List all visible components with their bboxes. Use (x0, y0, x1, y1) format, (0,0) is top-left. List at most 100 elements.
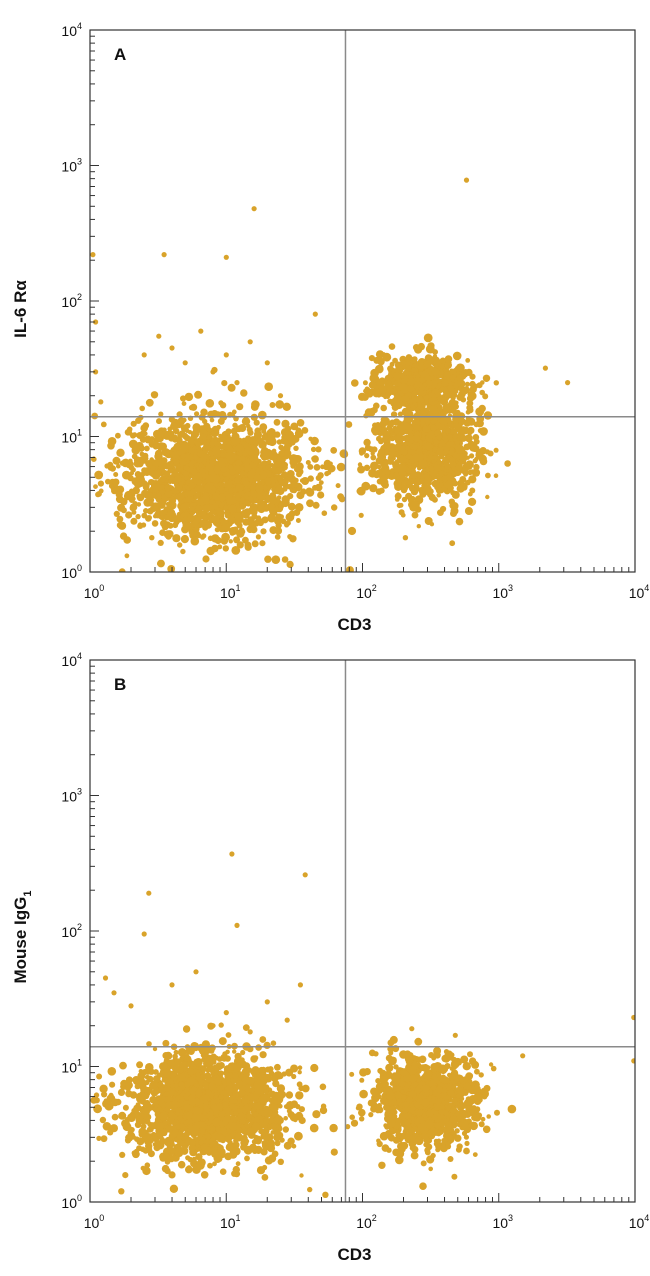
event-point (225, 451, 234, 461)
event-point (170, 1142, 175, 1147)
event-point (223, 505, 229, 511)
event-point (405, 437, 410, 443)
sparse-event-point (141, 352, 147, 358)
event-point (140, 424, 148, 432)
event-point (190, 488, 197, 495)
sparse-event-point (161, 252, 167, 258)
event-point (301, 477, 310, 485)
event-point (382, 352, 392, 362)
event-point (264, 555, 272, 563)
event-point (175, 1095, 181, 1100)
event-point (427, 342, 435, 350)
event-point (158, 1144, 164, 1149)
event-point (276, 484, 283, 491)
event-point (464, 1140, 470, 1146)
event-point (468, 391, 477, 401)
event-point (369, 484, 378, 493)
event-point (295, 518, 301, 523)
event-point (274, 461, 281, 468)
event-point (437, 382, 442, 387)
event-point (93, 484, 98, 489)
event-point (263, 1109, 272, 1118)
event-point (202, 555, 210, 563)
event-point (241, 1129, 247, 1135)
event-point (146, 1075, 154, 1083)
event-point (240, 455, 246, 462)
event-point (100, 421, 107, 428)
event-point (449, 540, 456, 547)
event-point (213, 465, 221, 473)
event-point (170, 1083, 176, 1089)
event-point (234, 512, 243, 521)
event-point (212, 448, 221, 457)
event-point (379, 478, 389, 487)
event-point (253, 1135, 263, 1145)
event-point (243, 508, 252, 516)
event-point (413, 482, 419, 488)
event-point (404, 365, 411, 372)
event-point (200, 453, 208, 461)
event-point (193, 1058, 200, 1065)
event-point (279, 1137, 285, 1143)
event-point (412, 444, 418, 451)
event-point (296, 1081, 303, 1088)
event-point (450, 392, 458, 399)
event-point (211, 1104, 217, 1110)
event-point (407, 432, 413, 438)
event-point (368, 1112, 374, 1118)
event-point (198, 462, 204, 468)
x-tick-label: 104 (629, 583, 650, 601)
event-point (248, 497, 254, 502)
event-point (234, 459, 243, 467)
event-point (149, 479, 156, 485)
event-point (201, 438, 207, 445)
event-point (254, 1145, 263, 1154)
event-point (261, 516, 269, 524)
event-point (116, 498, 122, 503)
event-point (274, 1140, 281, 1147)
event-point (373, 402, 380, 410)
sparse-event-point (264, 360, 270, 366)
event-point (167, 430, 175, 437)
event-point (283, 1104, 289, 1109)
event-point (173, 1147, 183, 1157)
event-point (159, 509, 166, 517)
event-point (479, 427, 488, 436)
event-point (276, 439, 283, 445)
event-point (401, 496, 408, 503)
event-point (301, 427, 309, 434)
event-point (105, 478, 111, 485)
event-point (136, 493, 145, 502)
event-point (195, 441, 202, 447)
event-point (274, 1115, 283, 1124)
event-point (145, 398, 154, 407)
event-point (229, 1103, 236, 1110)
event-point (375, 488, 383, 495)
event-point (109, 465, 117, 472)
event-point (244, 1123, 250, 1128)
sparse-event-point (542, 365, 549, 371)
event-point (493, 380, 499, 386)
event-point (130, 517, 138, 525)
event-point (207, 427, 212, 433)
event-point (459, 482, 468, 491)
sparse-event-point (98, 399, 104, 405)
event-point (207, 1162, 213, 1169)
event-point (90, 1096, 98, 1104)
event-point (329, 1123, 338, 1133)
event-point (281, 434, 287, 441)
event-point (273, 466, 281, 474)
event-point (413, 371, 419, 376)
event-point (111, 1113, 119, 1121)
event-point (200, 1073, 208, 1080)
event-point (425, 467, 431, 473)
event-point (220, 518, 227, 525)
event-point (453, 403, 460, 410)
event-point (131, 445, 141, 455)
event-point (177, 1048, 187, 1057)
event-point (404, 410, 411, 417)
event-point (223, 480, 233, 490)
event-point (131, 1150, 137, 1156)
sparse-event-point (169, 345, 175, 351)
